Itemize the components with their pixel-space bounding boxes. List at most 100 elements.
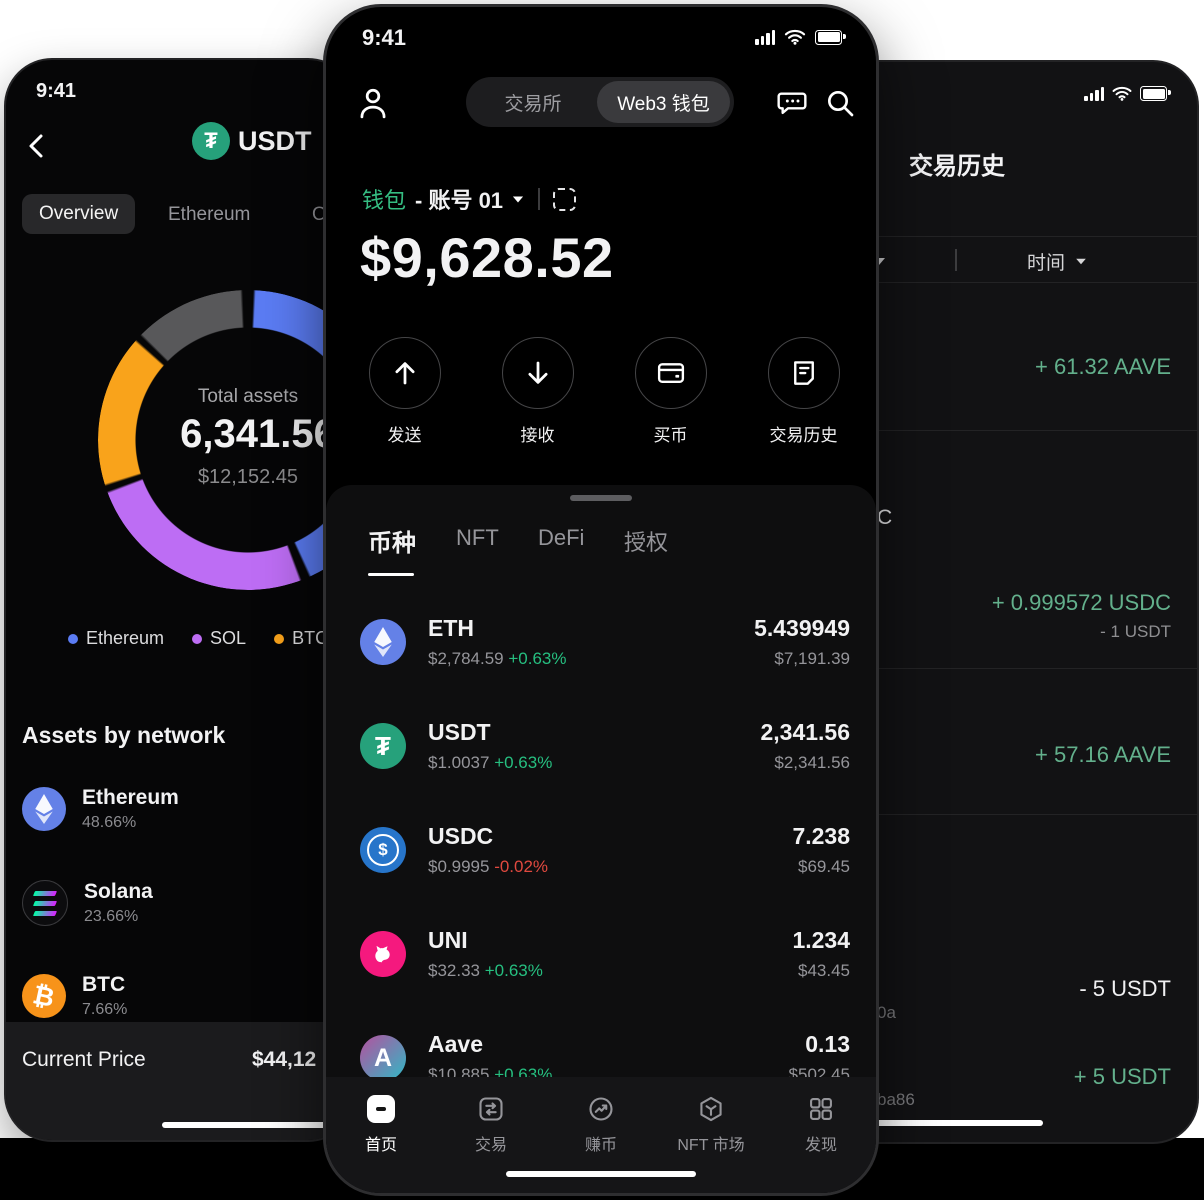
wallet-account-selector[interactable]: 钱包 - 账号 01: [362, 183, 576, 215]
divider: [877, 282, 1197, 283]
history-button[interactable]: 交易历史: [767, 337, 840, 446]
time-filter-button[interactable]: 时间: [1027, 248, 1087, 275]
solana-icon: [22, 880, 68, 926]
current-price-footer: Current Price $44,12: [6, 1022, 354, 1140]
usdc-icon: $: [360, 827, 406, 873]
network-row-solana[interactable]: Solana 23.66%: [22, 880, 153, 926]
search-button[interactable]: [824, 87, 856, 119]
status-icons: [755, 29, 846, 45]
home-indicator: [877, 1120, 1043, 1126]
coin-price-change: $0.9995 -0.02%: [428, 857, 549, 876]
tab-defi[interactable]: DeFi: [538, 525, 585, 550]
network-name: BTC: [82, 973, 126, 996]
copy-address-icon[interactable]: [552, 187, 576, 211]
coin-row-eth[interactable]: ETH $2,784.59 +0.63% 5.439949 $7,191.39: [326, 613, 876, 717]
wifi-icon: [1112, 86, 1132, 101]
chat-button[interactable]: [776, 87, 808, 119]
coin-symbol: ETH: [428, 615, 474, 641]
tx-token-partial: C: [877, 506, 893, 529]
signal-icon: [755, 29, 775, 45]
coin-symbol: USDC: [428, 823, 494, 849]
tx-sub-amount: - 1 USDT: [1100, 622, 1171, 641]
donut-ring: [98, 290, 354, 590]
home-indicator[interactable]: [506, 1171, 696, 1177]
arrow-up-icon: [368, 337, 441, 409]
arrow-down-icon: [501, 337, 574, 409]
filter-separator: [955, 249, 957, 271]
account-label: - 账号 01: [415, 188, 504, 213]
divider: [877, 668, 1197, 669]
tx-amount[interactable]: - 5 USDT: [1079, 976, 1171, 1001]
aave-icon: A: [360, 1035, 406, 1081]
coin-symbol: Aave: [428, 1031, 483, 1057]
grid-icon: [810, 1098, 832, 1120]
network-percent: 7.66%: [82, 1001, 128, 1018]
current-price-value: $44,12: [252, 1048, 317, 1071]
tab-coins[interactable]: 币种: [368, 530, 416, 557]
nav-home[interactable]: 首页: [326, 1095, 436, 1155]
tx-address-partial: 0a: [877, 1003, 896, 1022]
coin-amount: 5.439949: [754, 615, 850, 641]
filter-caret-partial[interactable]: [877, 258, 885, 265]
nav-label: 首页: [364, 1137, 397, 1154]
network-row-ethereum[interactable]: Ethereum 48.66%: [22, 786, 179, 832]
action-label: 接收: [520, 426, 555, 445]
back-button[interactable]: [24, 132, 50, 160]
coin-row-uni[interactable]: UNI $32.33 +0.63% 1.234 $43.45: [326, 925, 876, 1029]
tab-overview[interactable]: Overview: [22, 194, 136, 234]
tab-approvals[interactable]: 授权: [624, 530, 669, 555]
battery-icon: [1140, 86, 1171, 101]
network-percent: 23.66%: [84, 908, 139, 925]
battery-icon: [815, 29, 846, 45]
tab-nft[interactable]: NFT: [456, 525, 499, 550]
nav-label: NFT 市场: [677, 1137, 745, 1154]
network-row-btc[interactable]: ₿ BTC 7.66%: [22, 973, 127, 1019]
home-icon: [367, 1095, 395, 1123]
coin-amount: 1.234: [792, 927, 850, 953]
coin-row-usdt[interactable]: ₮ USDT $1.0037 +0.63% 2,341.56 $2,341.56: [326, 717, 876, 821]
send-button[interactable]: 发送: [368, 337, 441, 446]
phone-left-asset-detail: 9:41 ₮ USDT Overview Ethereum O Total as…: [4, 58, 356, 1142]
action-button-row: 发送 接收 买币 交易历史: [338, 337, 870, 446]
ethereum-icon: [22, 787, 66, 831]
coin-amount: 0.13: [805, 1031, 850, 1057]
action-label: 交易历史: [769, 426, 838, 445]
nav-label: 赚币: [584, 1137, 617, 1154]
assets-by-network-heading: Assets by network: [22, 722, 226, 748]
tab-exchange[interactable]: 交易所: [504, 93, 562, 115]
phone-right-transaction-history: 交易历史 时间 + 61.32 AAVE C + 0.999572 USDC -…: [877, 60, 1199, 1144]
tab-ethereum[interactable]: Ethereum: [168, 204, 251, 225]
tx-amount[interactable]: + 57.16 AAVE: [1035, 742, 1171, 767]
tx-amount[interactable]: + 5 USDT: [1073, 1064, 1171, 1089]
buy-crypto-button[interactable]: 买币: [634, 337, 707, 446]
nav-trade[interactable]: 交易: [436, 1095, 546, 1155]
tx-amount[interactable]: + 0.999572 USDC: [991, 590, 1171, 615]
nav-discover[interactable]: 发现: [766, 1095, 876, 1155]
coin-fiat: $69.45: [798, 857, 850, 876]
receive-button[interactable]: 接收: [501, 337, 574, 446]
profile-button[interactable]: [356, 85, 390, 121]
wallet-label: 钱包: [362, 188, 407, 213]
nav-earn[interactable]: 赚币: [546, 1095, 656, 1155]
nav-nft-market[interactable]: NFT 市场: [656, 1095, 766, 1155]
coin-row-usdc[interactable]: $ USDC $0.9995 -0.02% 7.238 $69.45: [326, 821, 876, 925]
nft-hexagon-icon: [700, 1096, 722, 1122]
current-price-label: Current Price: [22, 1048, 146, 1071]
history-title: 交易历史: [909, 153, 1005, 180]
nav-label: 发现: [804, 1137, 837, 1154]
legend-dot-btc: [274, 633, 285, 644]
coin-amount: 2,341.56: [760, 719, 850, 745]
bottom-navigation: 首页 交易 赚币 NFT 市场 发现: [326, 1077, 876, 1193]
home-indicator: [162, 1122, 354, 1128]
coin-price-change: $32.33 +0.63%: [428, 961, 543, 980]
drag-handle[interactable]: [570, 495, 632, 501]
coin-fiat: $43.45: [798, 961, 850, 980]
phone-center-wallet: 9:41 交易所 Web3 钱包 钱包 - 账号 01 $9,628.52 发送: [323, 4, 879, 1196]
tx-amount[interactable]: + 61.32 AAVE: [1035, 354, 1171, 379]
tab-web3-wallet[interactable]: Web3 钱包: [597, 81, 730, 123]
coin-fiat: $2,341.56: [774, 753, 850, 772]
donut-center-value: 6,341.56: [180, 412, 336, 456]
legend-dot-ethereum: [68, 633, 78, 644]
network-name: Solana: [84, 880, 153, 903]
asset-sheet: 币种 NFT DeFi 授权 ETH $2,784.59 +0.63% 5.43…: [326, 485, 876, 1193]
